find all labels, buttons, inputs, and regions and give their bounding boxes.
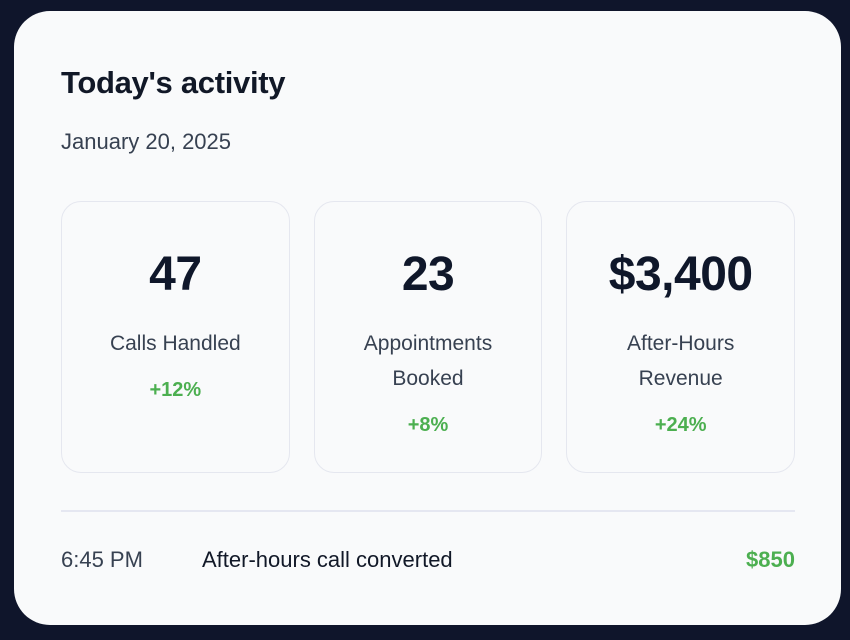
stat-label: After-Hours Revenue [626,332,735,390]
stats-grid: 47 Calls Handled +12% 23 Appointments Bo… [61,201,796,473]
stat-card-calls-handled: 47 Calls Handled +12% [61,201,290,473]
stat-value: 23 [401,248,455,301]
activity-time: 6:45 PM [61,547,143,572]
activity-panel: Today's activity January 20, 2025 47 Cal… [14,11,841,625]
stat-change-badge: +12% [149,379,202,401]
stat-value: 47 [149,248,202,301]
stat-card-after-hours-revenue: $3,400 After-Hours Revenue +24% [566,201,796,473]
stat-label: Calls Handled [109,332,241,355]
activity-description: After-hours call converted [202,547,453,572]
stat-card-appointments-booked: 23 Appointments Booked +8% [313,201,543,473]
activity-date: January 20, 2025 [61,129,232,154]
stat-value: $3,400 [608,248,753,301]
stat-change-badge: +8% [407,414,449,436]
stat-label: Appointments Booked [363,332,493,390]
panel-title: Today's activity [61,65,286,100]
stat-change-badge: +24% [654,414,707,436]
activity-list-item[interactable]: 6:45 PM After-hours call converted $850 [61,545,795,575]
activity-amount: $850 [746,547,795,572]
section-divider [61,510,795,512]
